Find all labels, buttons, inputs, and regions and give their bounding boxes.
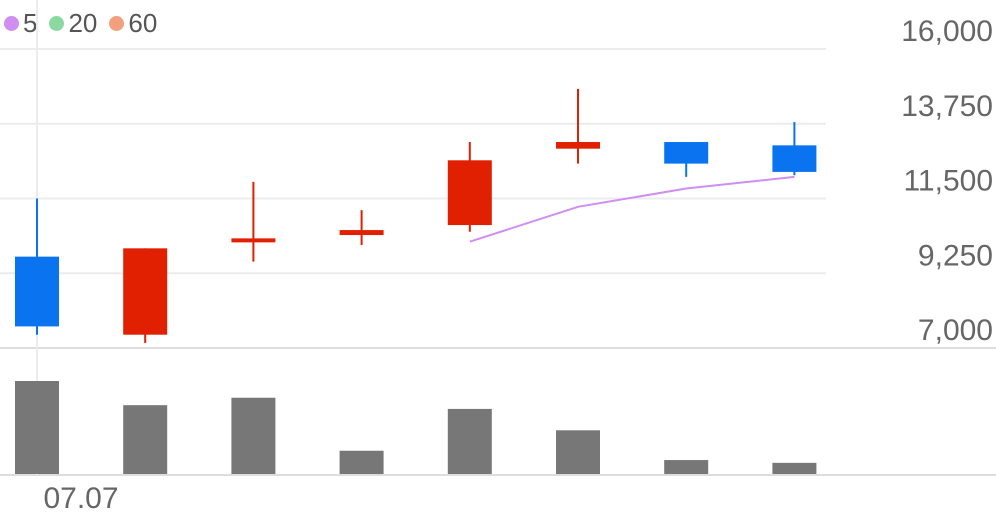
- candle-body: [772, 145, 817, 172]
- candle-body: [15, 256, 59, 327]
- volume-bar: [231, 397, 276, 474]
- ma-line-5: [469, 175, 795, 243]
- volume-bar: [447, 408, 492, 474]
- legend-dot-ma20-icon: [49, 16, 65, 31]
- y-tick-label: 9,250: [918, 239, 993, 272]
- volume-bar: [664, 460, 709, 474]
- volume-bar: [339, 450, 384, 474]
- volume-bar: [123, 405, 168, 474]
- legend-item-ma20: 20: [49, 8, 97, 39]
- y-tick-label: 11,500: [903, 165, 993, 198]
- candle-body: [664, 142, 709, 164]
- y-tick-label: 13,750: [901, 90, 993, 123]
- candle-body: [447, 160, 492, 226]
- legend-label-ma60: 60: [128, 8, 158, 38]
- legend-item-ma5: 5: [4, 8, 37, 39]
- candle-body: [123, 248, 168, 335]
- volume-bar: [556, 430, 600, 474]
- volume-bar: [772, 462, 817, 474]
- y-tick-label: 7,000: [918, 314, 993, 347]
- candle-body: [339, 230, 384, 236]
- legend-label-ma5: 5: [23, 8, 38, 38]
- y-tick-label: 16,000: [901, 15, 993, 48]
- legend-dot-ma60-icon: [109, 16, 125, 31]
- candle-body: [231, 238, 276, 243]
- volume-bar: [15, 381, 59, 474]
- x-tick-label: 07.07: [43, 482, 118, 515]
- candle-body: [556, 142, 600, 149]
- legend-item-ma60: 60: [109, 8, 157, 39]
- legend-dot-ma5-icon: [4, 16, 19, 31]
- legend-label-ma20: 20: [68, 8, 98, 38]
- ma-legend: 5 20 60: [4, 8, 163, 39]
